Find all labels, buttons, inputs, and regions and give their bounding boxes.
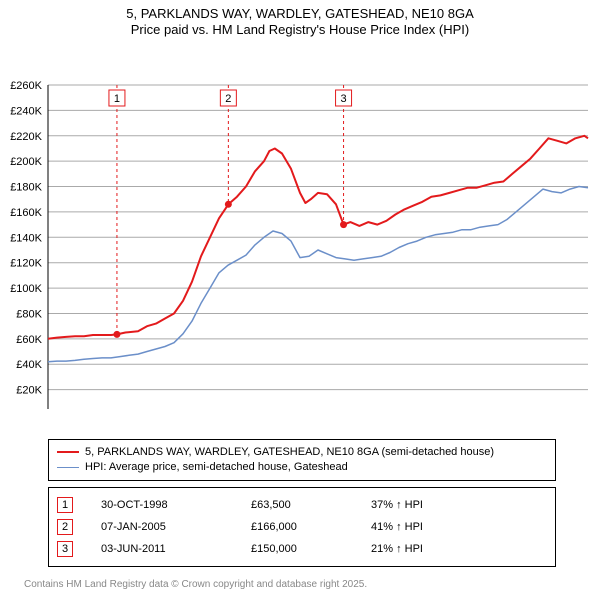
legend-row: HPI: Average price, semi-detached house,…	[57, 460, 547, 475]
chart-container: £0£20K£40K£60K£80K£100K£120K£140K£160K£1…	[0, 39, 600, 409]
event-marker-number: 1	[114, 92, 120, 104]
legend-row: 5, PARKLANDS WAY, WARDLEY, GATESHEAD, NE…	[57, 445, 547, 460]
event-dot	[340, 221, 347, 228]
y-tick-label: £100K	[10, 283, 42, 295]
event-badge: 3	[57, 541, 73, 557]
y-tick-label: £260K	[10, 80, 42, 92]
footer-attribution: Contains HM Land Registry data © Crown c…	[24, 579, 367, 590]
event-pct: 41% ↑ HPI	[371, 521, 423, 533]
event-date: 07-JAN-2005	[101, 521, 251, 533]
event-price: £166,000	[251, 521, 371, 533]
legend-swatch	[57, 467, 79, 468]
y-tick-label: £60K	[16, 333, 42, 345]
event-date: 03-JUN-2011	[101, 543, 251, 555]
event-pct: 37% ↑ HPI	[371, 499, 423, 511]
title-line1: 5, PARKLANDS WAY, WARDLEY, GATESHEAD, NE…	[126, 6, 474, 21]
y-tick-label: £160K	[10, 206, 42, 218]
legend: 5, PARKLANDS WAY, WARDLEY, GATESHEAD, NE…	[48, 439, 556, 481]
legend-label: 5, PARKLANDS WAY, WARDLEY, GATESHEAD, NE…	[85, 445, 494, 460]
event-pct: 21% ↑ HPI	[371, 543, 423, 555]
event-badge: 2	[57, 519, 73, 535]
y-tick-label: £220K	[10, 130, 42, 142]
event-row: 3 03-JUN-2011£150,00021% ↑ HPI	[57, 538, 547, 560]
chart-title: 5, PARKLANDS WAY, WARDLEY, GATESHEAD, NE…	[0, 0, 600, 39]
y-tick-label: £180K	[10, 181, 42, 193]
title-line2: Price paid vs. HM Land Registry's House …	[131, 22, 469, 37]
event-row: 2 07-JAN-2005£166,00041% ↑ HPI	[57, 516, 547, 538]
y-tick-label: £200K	[10, 156, 42, 168]
event-dot	[113, 330, 120, 337]
event-date: 30-OCT-1998	[101, 499, 251, 511]
sale-events-table: 1 30-OCT-1998£63,50037% ↑ HPI 2 07-JAN-2005…	[48, 487, 556, 567]
y-tick-label: £80K	[16, 308, 42, 320]
event-marker-number: 2	[225, 92, 231, 104]
event-dot	[225, 200, 232, 207]
event-marker-number: 3	[340, 92, 346, 104]
y-tick-label: £20K	[16, 384, 42, 396]
y-tick-label: £120K	[10, 257, 42, 269]
event-row: 1 30-OCT-1998£63,50037% ↑ HPI	[57, 494, 547, 516]
footer-line1: Contains HM Land Registry data © Crown c…	[24, 579, 367, 590]
y-tick-label: £240K	[10, 105, 42, 117]
event-price: £150,000	[251, 543, 371, 555]
y-tick-label: £40K	[16, 359, 42, 371]
y-tick-label: £140K	[10, 232, 42, 244]
event-price: £63,500	[251, 499, 371, 511]
chart-svg: £0£20K£40K£60K£80K£100K£120K£140K£160K£1…	[0, 39, 600, 409]
series-hpi	[48, 186, 588, 361]
legend-label: HPI: Average price, semi-detached house,…	[85, 460, 348, 475]
legend-swatch	[57, 451, 79, 453]
event-badge: 1	[57, 497, 73, 513]
